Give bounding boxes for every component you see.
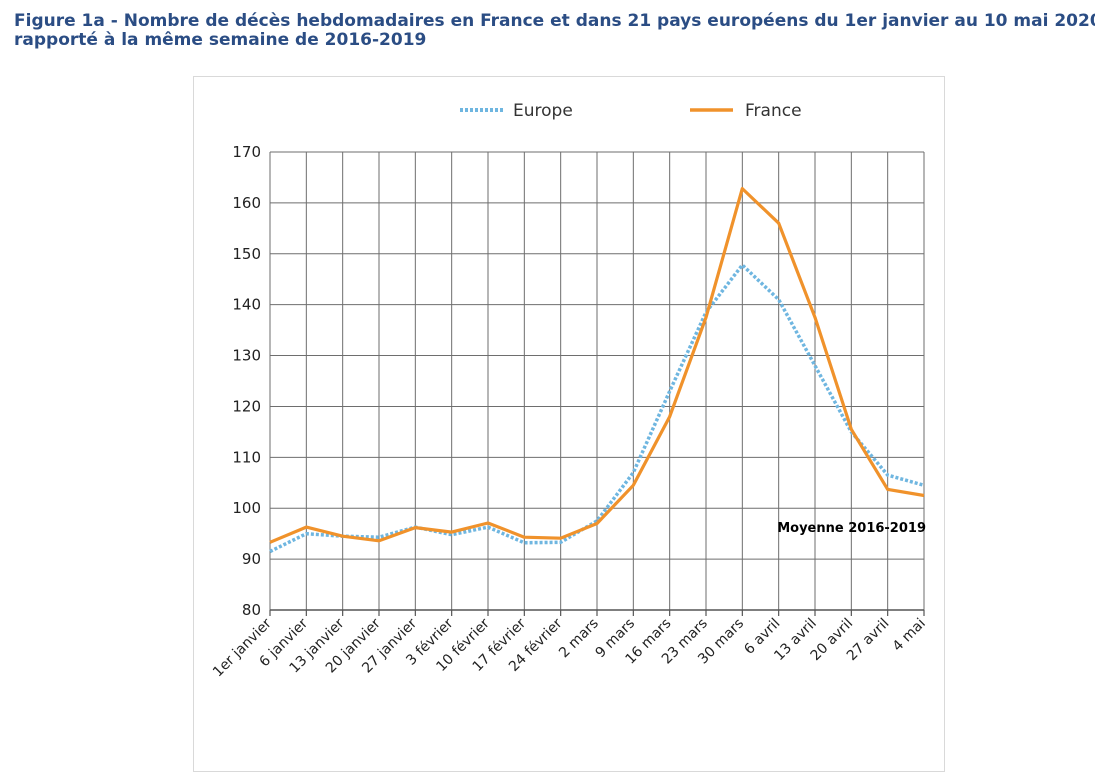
grid-lines (269, 151, 925, 611)
x-tick-label: 2 mars (556, 616, 602, 662)
x-tick-label: 1er janvier (210, 615, 275, 680)
figure-title-line-1: Figure 1a - Nombre de décès hebdomadaire… (14, 11, 1095, 31)
figure-title: Figure 1a - Nombre de décès hebdomadaire… (14, 11, 1095, 50)
y-tick-label: 130 (232, 347, 261, 365)
annotations: Moyenne 2016-2019 (777, 521, 926, 536)
y-tick-label: 160 (232, 194, 261, 212)
axes (269, 609, 925, 616)
y-tick-label: 140 (232, 296, 261, 314)
y-tick-label: 90 (242, 550, 261, 568)
y-tick-label: 170 (232, 143, 261, 161)
series-layer (269, 187, 925, 554)
x-tick-label: 4 mai (890, 616, 929, 655)
y-tick-label: 110 (232, 448, 261, 466)
y-axis-ticks: 80 90 100 110 120 130 140 150 160 170 (232, 143, 261, 619)
y-tick-label: 120 (232, 397, 261, 415)
y-tick-label: 100 (232, 499, 261, 517)
y-tick-label: 80 (242, 601, 261, 619)
chart-frame (193, 76, 945, 772)
annotation-baseline: Moyenne 2016-2019 (777, 521, 926, 536)
y-tick-label: 150 (232, 245, 261, 263)
legend-label-france: France (745, 101, 802, 121)
legend: Europe France (460, 101, 802, 121)
figure-title-line-2: rapporté à la même semaine de 2016-2019 (14, 30, 427, 50)
legend-label-europe: Europe (513, 101, 573, 121)
